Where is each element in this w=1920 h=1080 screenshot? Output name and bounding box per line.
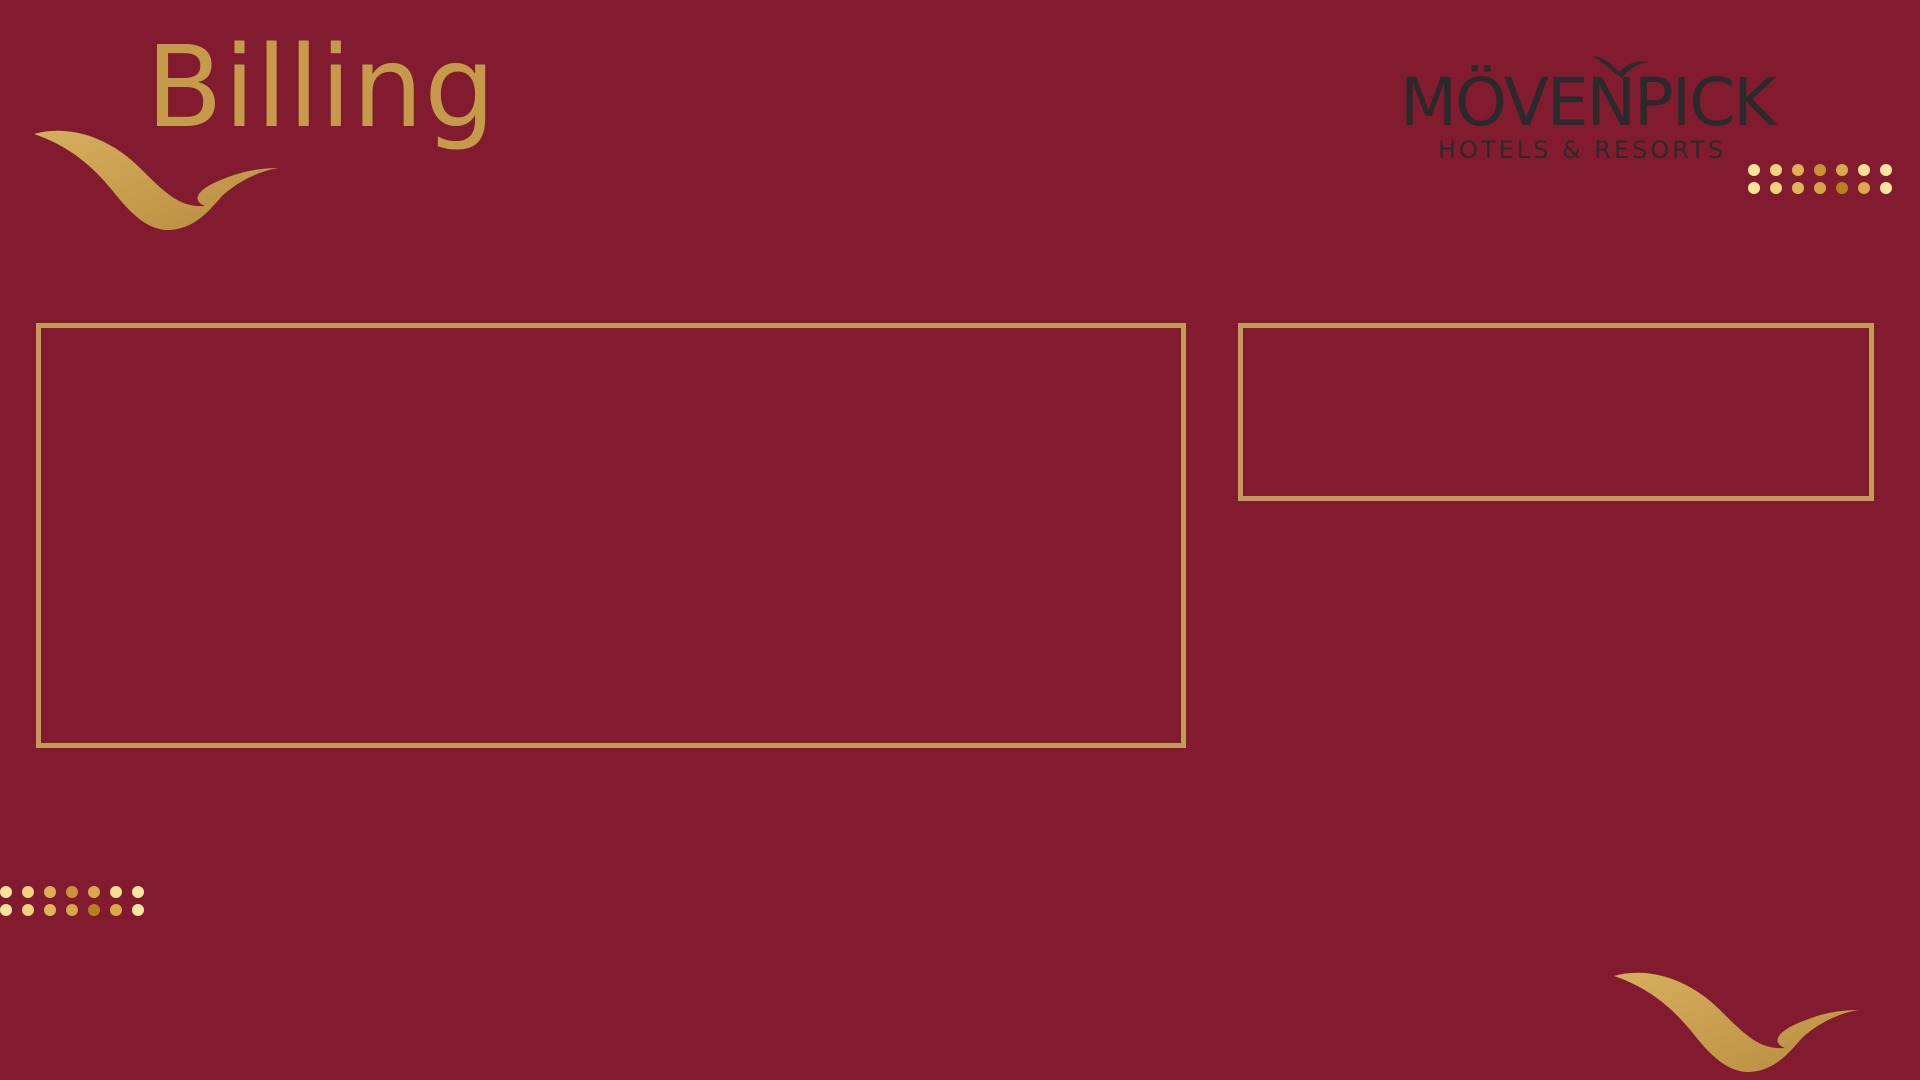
bird-icon (1592, 56, 1648, 78)
dot-pattern-icon (1748, 164, 1892, 194)
swoosh-icon (1614, 972, 1858, 1073)
billing-main-panel (36, 323, 1186, 748)
page-title: Billing (146, 23, 497, 153)
dot-pattern-icon (0, 886, 144, 916)
brand-logo: MÖVENPICK HOTELS & RESORTS (1390, 52, 1810, 168)
brand-name: MÖVENPICK (1400, 64, 1777, 141)
brand-tagline: HOTELS & RESORTS (1438, 136, 1727, 164)
billing-side-panel (1238, 323, 1874, 501)
swoosh-icon (34, 130, 278, 231)
